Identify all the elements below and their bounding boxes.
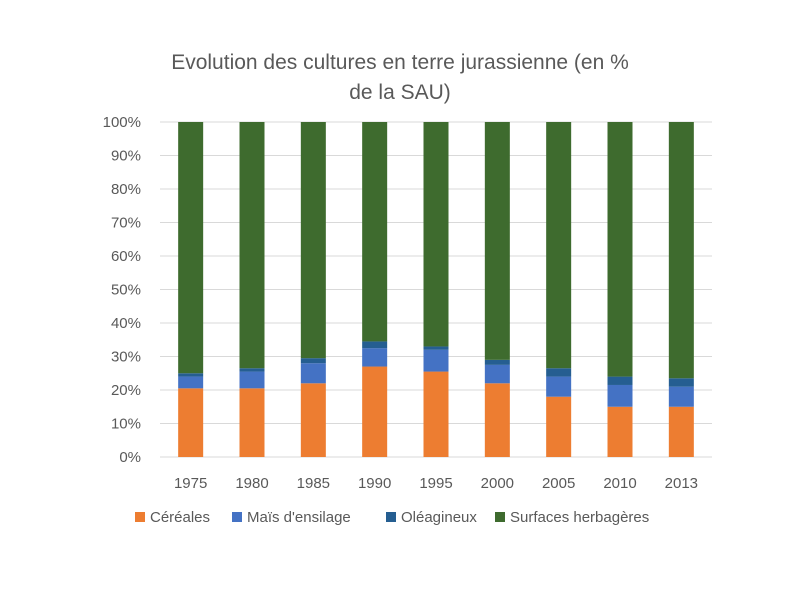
bar-segment [668,378,694,387]
y-axis: 0% 10% 20% 30% 40% 50% 60% 70% 80% 90% 100% [103,114,141,466]
bar-segment [362,341,388,349]
x-tick-label: 1990 [358,475,391,492]
bar-segment [300,363,326,384]
chart-title-line-1: Evolution des cultures en terre jurassie… [171,51,629,74]
bar-segment [239,371,265,389]
bar-segment [423,371,449,457]
legend-label: Surfaces herbagères [510,509,649,526]
bar-segment [300,383,326,457]
y-tick-label: 0% [119,449,141,466]
legend-label: Céréales [150,509,210,526]
y-tick-label: 60% [111,248,141,265]
y-tick-label: 30% [111,349,141,366]
bar-segment [178,376,204,389]
y-tick-label: 90% [111,148,141,165]
bar-segment [300,358,326,364]
bar-segment [484,122,510,360]
bar-segment [484,383,510,457]
bar-segment [484,359,510,365]
bar-segment [607,406,633,457]
legend: Céréales Maïs d'ensilage Oléagineux Surface… [135,509,649,526]
bar-segment [239,368,265,372]
bar-segment [546,376,572,397]
y-tick-label: 100% [103,114,141,131]
chart-title: Evolution des cultures en terre jurassie… [171,51,629,104]
bar-segment [239,122,265,369]
bar-segment [362,348,388,367]
bar-segment [300,122,326,359]
bar-segment [423,122,449,347]
bar-segment [423,346,449,350]
x-tick-label: 1980 [235,475,268,492]
bar-segment [668,122,694,379]
x-axis: 1975 1980 1985 1990 1995 2000 2005 2010 2013 [174,475,698,492]
bar-segment [607,384,633,407]
y-tick-label: 50% [111,282,141,299]
bar-segment [178,122,204,374]
bar-segment [484,364,510,384]
bar-segment [239,388,265,457]
y-tick-label: 10% [111,416,141,433]
bar-segment [362,366,388,457]
bars [178,122,694,457]
y-tick-label: 20% [111,382,141,399]
legend-label: Oléagineux [401,509,477,526]
x-tick-label: 2000 [481,475,514,492]
bar-segment [546,122,572,369]
bar-segment [362,122,388,342]
bar-segment [178,388,204,457]
legend-swatch [495,512,505,522]
bar-segment [607,122,633,377]
bar-segment [546,396,572,457]
bar-segment [668,406,694,457]
x-tick-label: 1995 [419,475,452,492]
y-tick-label: 70% [111,215,141,232]
chart-title-line-2: de la SAU) [349,81,451,104]
bar-segment [423,349,449,372]
x-tick-label: 2010 [603,475,636,492]
bar-segment [668,386,694,407]
x-tick-label: 2013 [665,475,698,492]
legend-swatch [232,512,242,522]
y-tick-label: 80% [111,181,141,198]
bar-segment [546,368,572,377]
bar-segment [607,376,633,385]
bar-segment [178,373,204,377]
legend-label: Maïs d'ensilage [247,509,351,526]
x-tick-label: 1975 [174,475,207,492]
legend-swatch [135,512,145,522]
x-tick-label: 1985 [297,475,330,492]
y-tick-label: 40% [111,315,141,332]
x-tick-label: 2005 [542,475,575,492]
legend-swatch [386,512,396,522]
